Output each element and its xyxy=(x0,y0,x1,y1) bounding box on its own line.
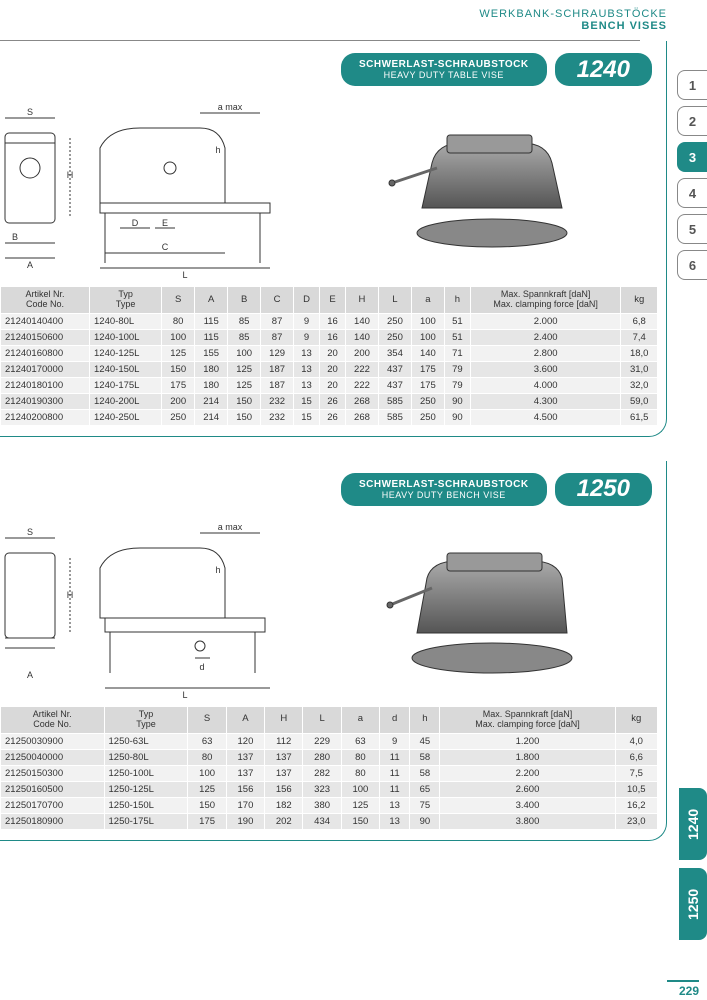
svg-text:a max: a max xyxy=(218,522,243,532)
col-l: L xyxy=(303,706,341,733)
table-row: 212401700001240-150L15018012518713202224… xyxy=(1,361,658,377)
col-type: TypType xyxy=(90,287,162,314)
section-tab-3[interactable]: 3 xyxy=(677,142,707,172)
table-row: 212501605001250-125L12515615632310011652… xyxy=(1,781,658,797)
title-de: SCHWERLAST-SCHRAUBSTOCK xyxy=(359,59,529,70)
product-photo xyxy=(292,523,652,693)
section-tabs: 1 2 3 4 5 6 xyxy=(677,70,707,280)
spec-table-1250: Artikel Nr.Code No. TypType S A H L a d … xyxy=(0,706,658,830)
svg-text:D: D xyxy=(132,218,139,228)
product-title: SCHWERLAST-SCHRAUBSTOCK HEAVY DUTY TABLE… xyxy=(341,53,547,86)
col-s: S xyxy=(162,287,195,314)
svg-text:C: C xyxy=(162,242,169,252)
illustration-row: S a max H A d L h xyxy=(0,514,658,706)
illustration-row: S a max H B A D E C L h xyxy=(0,94,658,286)
section-tab-6[interactable]: 6 xyxy=(677,250,707,280)
col-h2: h xyxy=(444,287,470,314)
product-tab-1250[interactable]: 1250 xyxy=(679,868,707,940)
col-h2: h xyxy=(410,706,440,733)
table-row: 212401506001240-100L10011585879161402501… xyxy=(1,329,658,345)
svg-text:H: H xyxy=(67,170,74,180)
col-kg: kg xyxy=(621,287,658,314)
section-tab-1[interactable]: 1 xyxy=(677,70,707,100)
product-tabs: 1240 1250 xyxy=(679,788,707,940)
svg-text:L: L xyxy=(182,270,187,278)
technical-drawing: S a max H A d L h xyxy=(0,518,280,698)
page-number: 229 xyxy=(667,980,699,998)
svg-text:E: E xyxy=(162,218,168,228)
svg-text:H: H xyxy=(67,590,74,600)
table-body-1250: 212500309001250-63L63120112229639451.200… xyxy=(1,733,658,829)
col-d: d xyxy=(380,706,410,733)
table-row: 212401608001240-125L12515510012913202003… xyxy=(1,345,658,361)
col-type: TypType xyxy=(104,706,188,733)
table-row: 212501503001250-100L1001371372828011582.… xyxy=(1,765,658,781)
section-tab-5[interactable]: 5 xyxy=(677,214,707,244)
product-card-1240: SCHWERLAST-SCHRAUBSTOCK HEAVY DUTY TABLE… xyxy=(0,41,667,437)
title-row: SCHWERLAST-SCHRAUBSTOCK HEAVY DUTY TABLE… xyxy=(0,53,658,86)
title-en: HEAVY DUTY TABLE VISE xyxy=(359,70,529,80)
product-title: SCHWERLAST-SCHRAUBSTOCK HEAVY DUTY BENCH… xyxy=(341,473,547,506)
svg-text:d: d xyxy=(199,662,204,672)
svg-text:h: h xyxy=(215,565,220,575)
title-en: HEAVY DUTY BENCH VISE xyxy=(359,490,529,500)
col-kg: kg xyxy=(615,706,657,733)
col-force: Max. Spannkraft [daN]Max. clamping force… xyxy=(470,287,621,314)
table-row: 212501809001250-175L17519020243415013903… xyxy=(1,813,658,829)
table-row: 212401801001240-175L17518012518713202224… xyxy=(1,377,658,393)
section-tab-4[interactable]: 4 xyxy=(677,178,707,208)
col-l: L xyxy=(378,287,411,314)
svg-text:S: S xyxy=(27,107,33,117)
product-card-1250: SCHWERLAST-SCHRAUBSTOCK HEAVY DUTY BENCH… xyxy=(0,461,667,841)
col-h: H xyxy=(265,706,303,733)
table-row: 212500309001250-63L63120112229639451.200… xyxy=(1,733,658,749)
svg-text:B: B xyxy=(12,232,18,242)
table-row: 212401404001240-80L801158587916140250100… xyxy=(1,313,658,329)
svg-text:h: h xyxy=(215,145,220,155)
col-a2: a xyxy=(411,287,444,314)
col-code: Artikel Nr.Code No. xyxy=(1,287,90,314)
technical-drawing: S a max H B A D E C L h xyxy=(0,98,280,278)
col-a: A xyxy=(195,287,228,314)
svg-text:A: A xyxy=(27,670,33,680)
header-line2: BENCH VISES xyxy=(0,20,667,32)
col-h: H xyxy=(345,287,378,314)
table-row: 212401903001240-200L20021415023215262685… xyxy=(1,393,658,409)
col-s: S xyxy=(188,706,226,733)
title-de: SCHWERLAST-SCHRAUBSTOCK xyxy=(359,479,529,490)
svg-text:a max: a max xyxy=(218,102,243,112)
table-row: 212500400001250-80L801371372808011581.80… xyxy=(1,749,658,765)
table-row: 212402008001240-250L25021415023215262685… xyxy=(1,409,658,425)
col-c: C xyxy=(261,287,294,314)
header-line1: WERKBANK-SCHRAUBSTÖCKE xyxy=(0,8,667,20)
svg-text:A: A xyxy=(27,260,33,270)
product-tab-1240[interactable]: 1240 xyxy=(679,788,707,860)
col-b: B xyxy=(228,287,261,314)
col-code: Artikel Nr.Code No. xyxy=(1,706,105,733)
section-tab-2[interactable]: 2 xyxy=(677,106,707,136)
col-e: E xyxy=(320,287,346,314)
svg-text:L: L xyxy=(182,690,187,698)
spec-table-1240: Artikel Nr.Code No. TypType S A B C D E … xyxy=(0,286,658,426)
product-number: 1250 xyxy=(555,473,652,506)
col-a: A xyxy=(226,706,264,733)
product-photo xyxy=(292,103,652,273)
col-force: Max. Spannkraft [daN]Max. clamping force… xyxy=(440,706,615,733)
col-a2: a xyxy=(341,706,379,733)
svg-text:S: S xyxy=(27,527,33,537)
table-body-1240: 212401404001240-80L801158587916140250100… xyxy=(1,313,658,425)
page-header: WERKBANK-SCHRAUBSTÖCKE BENCH VISES xyxy=(0,0,707,36)
product-number: 1240 xyxy=(555,53,652,86)
col-d: D xyxy=(294,287,320,314)
table-row: 212501707001250-150L15017018238012513753… xyxy=(1,797,658,813)
title-row: SCHWERLAST-SCHRAUBSTOCK HEAVY DUTY BENCH… xyxy=(0,473,658,506)
